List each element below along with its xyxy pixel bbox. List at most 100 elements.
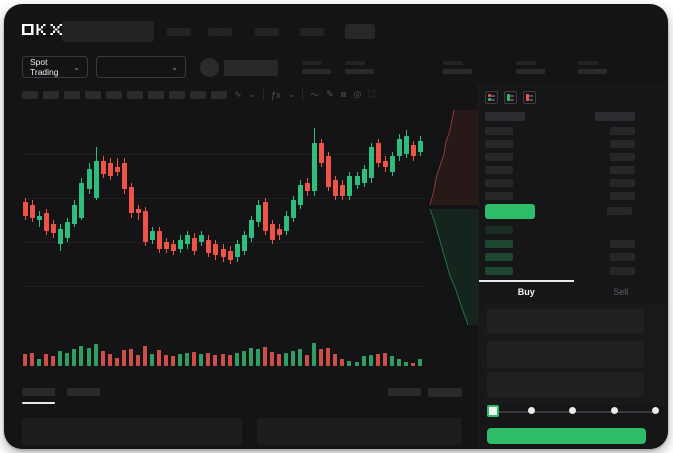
topbar-button[interactable]: [345, 24, 375, 39]
volume-bar: [185, 352, 190, 366]
ask-price[interactable]: [485, 127, 513, 135]
chevron-down-icon[interactable]: ⌄: [248, 89, 257, 99]
order-field-1[interactable]: [487, 309, 644, 334]
slider-stop-1[interactable]: [528, 407, 536, 414]
candle: [72, 204, 78, 225]
volume-bar: [107, 354, 112, 366]
volume-bar: [305, 355, 310, 366]
volume-bar: [410, 362, 415, 366]
bid-price[interactable]: [485, 253, 513, 261]
candle: [354, 176, 360, 185]
active-tab-indicator: [22, 402, 55, 404]
candle: [51, 224, 57, 234]
icon-line: [529, 95, 533, 97]
volume-bar: [72, 349, 77, 366]
orders-table-placeholder: [22, 418, 242, 445]
chevron-down-icon[interactable]: ⌄: [287, 89, 296, 99]
line-tool-icon[interactable]: 〜: [310, 90, 320, 100]
interval-button-6[interactable]: [127, 91, 143, 99]
order-field-2[interactable]: [487, 341, 644, 368]
orderbook-bids-icon[interactable]: [504, 91, 517, 104]
market-type-dropdown[interactable]: Spot Trading ⌄: [22, 56, 88, 78]
settings-icon[interactable]: ◎: [353, 89, 362, 99]
nav-item-3[interactable]: [255, 28, 279, 36]
interval-button-7[interactable]: [148, 91, 164, 99]
ask-price[interactable]: [485, 166, 513, 174]
interval-button-2[interactable]: [43, 91, 59, 99]
slider-stop-0[interactable]: [487, 405, 499, 417]
volume-bar: [206, 352, 211, 366]
bottom-action-2[interactable]: [428, 388, 462, 397]
slider-stop-3[interactable]: [610, 407, 618, 414]
stat-4: [516, 61, 548, 75]
volume-bar: [234, 352, 239, 366]
draw-tool-icon[interactable]: ✎: [326, 89, 334, 99]
chevron-down-icon: ⌄: [73, 62, 80, 72]
volume-bar: [37, 358, 42, 366]
pair-dropdown[interactable]: ⌄: [96, 56, 186, 78]
ask-price[interactable]: [485, 192, 513, 200]
candlestick-chart[interactable]: [22, 110, 424, 330]
icon-line: [510, 95, 514, 97]
ask-price[interactable]: [485, 179, 513, 187]
search-input[interactable]: [62, 21, 154, 42]
okx-logo[interactable]: [22, 23, 62, 41]
interval-button-10[interactable]: [211, 91, 227, 99]
bottom-tab-order-history[interactable]: [67, 388, 100, 396]
bottom-tab-open-orders[interactable]: [22, 388, 55, 396]
order-field-3[interactable]: [487, 372, 644, 397]
fullscreen-icon[interactable]: ⛶: [368, 89, 375, 99]
slider-stop-4[interactable]: [651, 407, 659, 414]
bottom-action-1[interactable]: [388, 388, 421, 396]
bid-price[interactable]: [485, 266, 513, 275]
candle: [382, 160, 388, 168]
nav-item-1[interactable]: [167, 28, 191, 36]
nav-item-2[interactable]: [208, 28, 232, 36]
submit-order-button[interactable]: [487, 428, 646, 444]
slider-stop-2[interactable]: [569, 407, 577, 414]
orderbook-both-icon[interactable]: [485, 91, 498, 104]
pair-name-placeholder: [224, 60, 278, 76]
last-price-amount: [607, 207, 632, 215]
interval-button-5[interactable]: [106, 91, 122, 99]
chevron-down-icon: ⌄: [171, 62, 178, 72]
interval-button-8[interactable]: [169, 91, 185, 99]
ask-price[interactable]: [485, 140, 513, 148]
chart-type-icon[interactable]: ∿: [234, 89, 242, 99]
candle: [100, 160, 106, 174]
candle: [79, 182, 85, 218]
icon-mark: [526, 94, 529, 101]
ask-price[interactable]: [485, 153, 513, 161]
candle: [417, 140, 423, 152]
volume-bar: [100, 351, 105, 366]
orderbook-asks-icon[interactable]: [523, 91, 536, 104]
camera-icon[interactable]: ⧇: [340, 89, 347, 99]
interval-button-3[interactable]: [64, 91, 80, 99]
candle: [107, 162, 113, 176]
candle: [206, 239, 212, 253]
gridline: [22, 198, 424, 199]
volume-bar: [178, 353, 183, 366]
interval-button-4[interactable]: [85, 91, 101, 99]
volume-bar: [114, 357, 119, 366]
tab-sell[interactable]: Sell: [613, 287, 629, 297]
volume-bar: [93, 343, 98, 366]
depth-preview[interactable]: [426, 109, 478, 326]
volume-bar: [347, 361, 352, 366]
last-price-badge[interactable]: [485, 204, 535, 219]
nav-item-4[interactable]: [300, 28, 324, 36]
stat-value: [345, 69, 374, 74]
indicators-icon[interactable]: ƒx: [271, 89, 281, 100]
icon-line: [510, 99, 514, 101]
app-window: Spot Trading ⌄ ⌄ ∿ ⌄ ƒx ⌄ 〜 ✎ ⧇ ◎ ⛶ Buy Sell: [4, 4, 668, 449]
candle: [298, 184, 304, 205]
volume-bar: [213, 355, 218, 366]
volume-bar: [192, 351, 197, 366]
interval-button-9[interactable]: [190, 91, 206, 99]
interval-button-1[interactable]: [22, 91, 38, 99]
bid-price[interactable]: [485, 226, 513, 234]
tab-buy[interactable]: Buy: [479, 280, 574, 302]
orderbook-header-amount: [595, 112, 635, 121]
gridline: [22, 154, 424, 155]
bid-price[interactable]: [485, 239, 513, 248]
